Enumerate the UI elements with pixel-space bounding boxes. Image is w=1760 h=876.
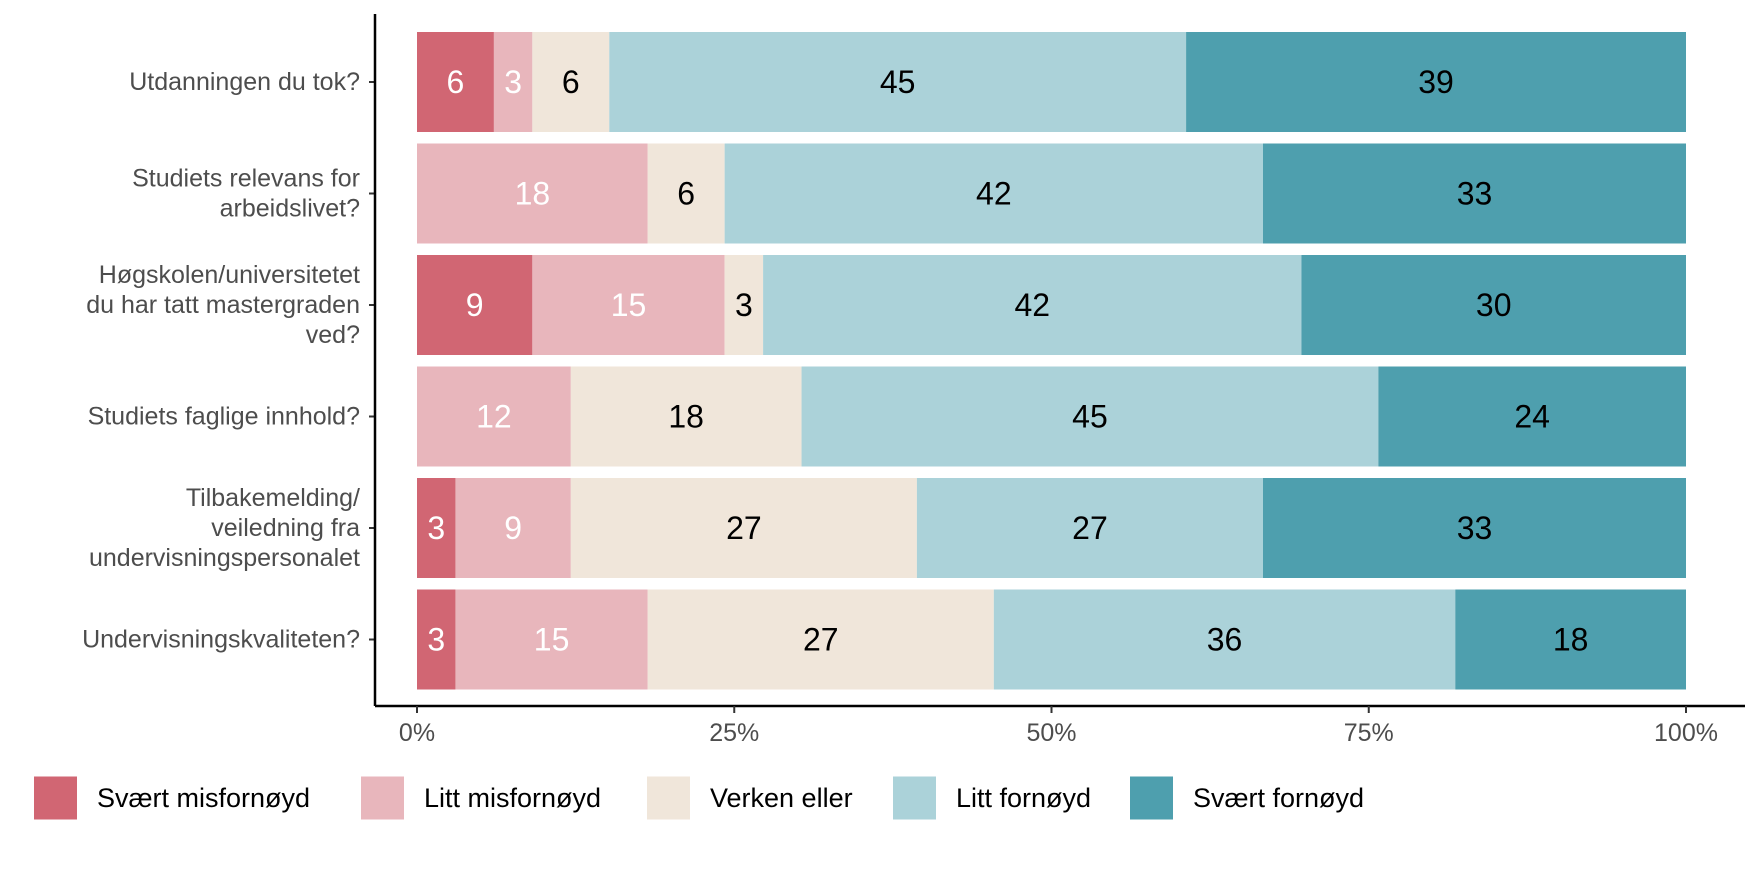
data-label-row1-series4: 33	[1457, 176, 1493, 212]
bar-segment-row4-series1	[455, 478, 571, 578]
x-tick-label-1: 25%	[709, 719, 759, 747]
bar-segment-row4-series3	[916, 478, 1263, 578]
data-label-row0-series4: 39	[1418, 64, 1454, 100]
category-label-line: Utdanningen du tok?	[129, 68, 360, 96]
bar-segment-row4-series2	[570, 478, 917, 578]
data-label-row3-series4: 24	[1514, 399, 1550, 435]
data-label-row4-series1: 9	[504, 510, 522, 546]
legend-swatch-1	[361, 776, 404, 820]
bar-segment-row1-series2	[647, 143, 725, 244]
bar-segment-row0-series4	[1186, 32, 1686, 132]
category-label-line: veiledning fra	[211, 514, 360, 542]
bar-segment-row5-series1	[455, 589, 648, 690]
category-label-line: arbeidslivet?	[220, 195, 360, 223]
category-label-line: Studiets relevans for	[132, 165, 360, 193]
legend: Svært misfornøyd Litt misfornøyd Verken el…	[34, 776, 1364, 820]
bar-segment-row1-series3	[724, 143, 1263, 244]
data-label-row2-series1: 15	[611, 287, 647, 323]
category-labels: Utdanningen du tok? Studiets relevans for…	[82, 68, 360, 654]
data-label-row2-series2: 3	[735, 287, 753, 323]
x-tick-label-2: 50%	[1026, 719, 1076, 747]
data-label-row0-series0: 6	[447, 64, 465, 100]
category-label-0: Utdanningen du tok?	[129, 68, 360, 96]
legend-swatch-0	[34, 776, 77, 820]
bar-segment-row3-series4	[1378, 366, 1686, 467]
bar-segment-row2-series4	[1301, 255, 1686, 355]
bar-segment-row5-series2	[647, 589, 994, 690]
bar-segment-row2-series0	[417, 255, 533, 355]
x-tick-label-0: 0%	[399, 719, 435, 747]
category-label-4: Tilbakemelding/veiledning fra undervisnin…	[89, 484, 360, 572]
data-label-row4-series0: 3	[427, 510, 445, 546]
category-label-line: Høgskolen/universitetet	[99, 261, 360, 289]
data-label-row1-series3: 42	[976, 176, 1012, 212]
category-label-2: Høgskolen/universitetet du har tatt maste…	[86, 261, 360, 349]
data-label-row1-series1: 18	[515, 176, 551, 212]
legend-swatch-4	[1130, 776, 1173, 820]
category-label-line: Undervisningskvaliteten?	[82, 626, 360, 654]
data-label-row5-series1: 15	[534, 622, 570, 658]
legend-swatch-3	[893, 776, 936, 820]
data-label-row3-series2: 18	[668, 399, 704, 435]
category-label-line: ved?	[306, 321, 360, 349]
data-label-row5-series0: 3	[427, 622, 445, 658]
data-label-row4-series2: 27	[726, 510, 762, 546]
axes	[369, 14, 1745, 708]
data-label-row3-series3: 45	[1072, 399, 1108, 435]
data-label-row5-series2: 27	[803, 622, 839, 658]
legend-label-2: Verken eller	[710, 783, 853, 813]
bar-segment-row1-series4	[1263, 143, 1686, 244]
data-label-row5-series4: 18	[1553, 622, 1589, 658]
data-label-row2-series3: 42	[1014, 287, 1050, 323]
bar-segment-row2-series1	[532, 255, 725, 355]
legend-label-3: Litt fornøyd	[956, 783, 1091, 813]
bar-segment-row4-series0	[417, 478, 456, 578]
bar-segment-row5-series3	[993, 589, 1456, 690]
legend-swatch-2	[647, 776, 690, 820]
legend-label-1: Litt misfornøyd	[424, 783, 601, 813]
data-label-row4-series3: 27	[1072, 510, 1108, 546]
category-label-line: undervisningspersonalet	[89, 544, 360, 572]
bar-segment-row2-series3	[763, 255, 1302, 355]
category-label-1: Studiets relevans for arbeidslivet?	[132, 165, 360, 223]
data-label-row2-series4: 30	[1476, 287, 1512, 323]
bar-segment-row5-series0	[417, 589, 456, 690]
data-label-row0-series3: 45	[880, 64, 916, 100]
bar-segment-row4-series4	[1263, 478, 1686, 578]
category-label-line: Studiets faglige innhold?	[88, 403, 360, 431]
bar-segment-row3-series3	[801, 366, 1379, 467]
bar-segment-row0-series0	[417, 32, 494, 132]
category-label-line: du har tatt mastergraden	[86, 291, 360, 319]
bar-segment-row0-series1	[493, 32, 533, 132]
category-label-5: Undervisningskvaliteten?	[82, 626, 360, 654]
bar-segment-row0-series3	[609, 32, 1187, 132]
data-label-row1-series2: 6	[677, 176, 695, 212]
x-axis-ticks: 0% 25% 50% 75% 100%	[399, 706, 1718, 747]
data-label-row4-series4: 33	[1457, 510, 1493, 546]
bar-segment-row1-series1	[417, 143, 648, 244]
data-label-row5-series3: 36	[1207, 622, 1243, 658]
data-label-row0-series2: 6	[562, 64, 580, 100]
data-label-row0-series1: 3	[504, 64, 522, 100]
legend-label-0: Svært misfornøyd	[97, 783, 310, 813]
bar-segment-row0-series2	[532, 32, 610, 132]
bar-segment-row2-series2	[724, 255, 764, 355]
bar-segment-row3-series1	[417, 366, 571, 467]
data-label-row3-series1: 12	[476, 399, 512, 435]
x-tick-label-3: 75%	[1344, 719, 1394, 747]
bar-segment-row3-series2	[570, 366, 802, 467]
legend-label-4: Svært fornøyd	[1193, 783, 1364, 813]
category-label-3: Studiets faglige innhold?	[88, 403, 360, 431]
bar-segment-row5-series4	[1455, 589, 1686, 690]
data-label-row2-series0: 9	[466, 287, 484, 323]
category-label-line: Tilbakemelding/	[186, 484, 360, 512]
x-tick-label-4: 100%	[1654, 719, 1718, 747]
